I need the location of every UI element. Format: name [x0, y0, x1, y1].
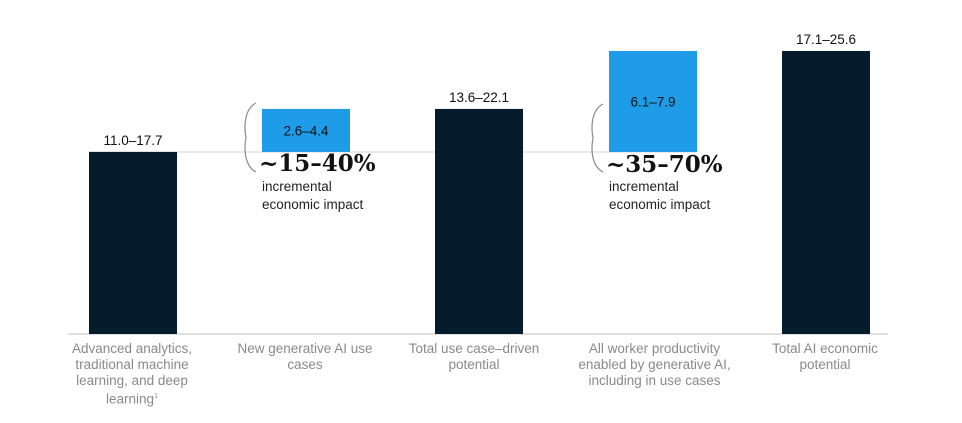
bar-2 [262, 108, 350, 152]
bar-3 [435, 108, 523, 334]
annotation-1-percentage: ~15–40% [259, 150, 376, 177]
data-label-5: 17.1–25.6 [796, 32, 856, 47]
annotation-2-bracket [591, 103, 604, 173]
bar-1 [89, 151, 177, 334]
data-label-2: 2.6–4.4 [283, 123, 329, 138]
category-label-new-generative-ai: New generative AI use cases [237, 341, 373, 372]
data-label-4: 6.1–7.9 [630, 94, 675, 109]
annotation-2-percentage: ~35–70% [606, 151, 723, 178]
category-label-advanced-analytics: Advanced analytics, traditional machine … [57, 341, 207, 408]
bar-5 [782, 51, 870, 334]
category-label-worker-productivity: All worker productivity enabled by gener… [578, 341, 731, 388]
bar-4 [609, 51, 697, 152]
data-label-1: 11.0–17.7 [103, 133, 162, 148]
annotation-2-line1: incremental [609, 179, 679, 194]
annotation-2-line2: economic impact [609, 197, 711, 212]
annotation-1-bracket [244, 102, 257, 173]
annotation-1-line1: incremental [262, 179, 332, 194]
data-label-3: 13.6–22.1 [449, 90, 509, 105]
category-label-advanced-analytics-text: Advanced analytics, traditional machine … [71, 341, 193, 407]
footnote-marker: 1 [154, 393, 158, 400]
category-label-total-ai-potential: Total AI economic potential [772, 341, 878, 372]
category-label-total-use-case: Total use case–driven potential [408, 341, 540, 372]
annotation-1-line2: economic impact [262, 197, 364, 212]
